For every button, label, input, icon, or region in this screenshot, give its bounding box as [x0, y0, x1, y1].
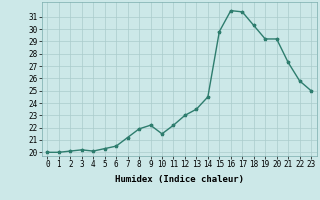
X-axis label: Humidex (Indice chaleur): Humidex (Indice chaleur): [115, 175, 244, 184]
